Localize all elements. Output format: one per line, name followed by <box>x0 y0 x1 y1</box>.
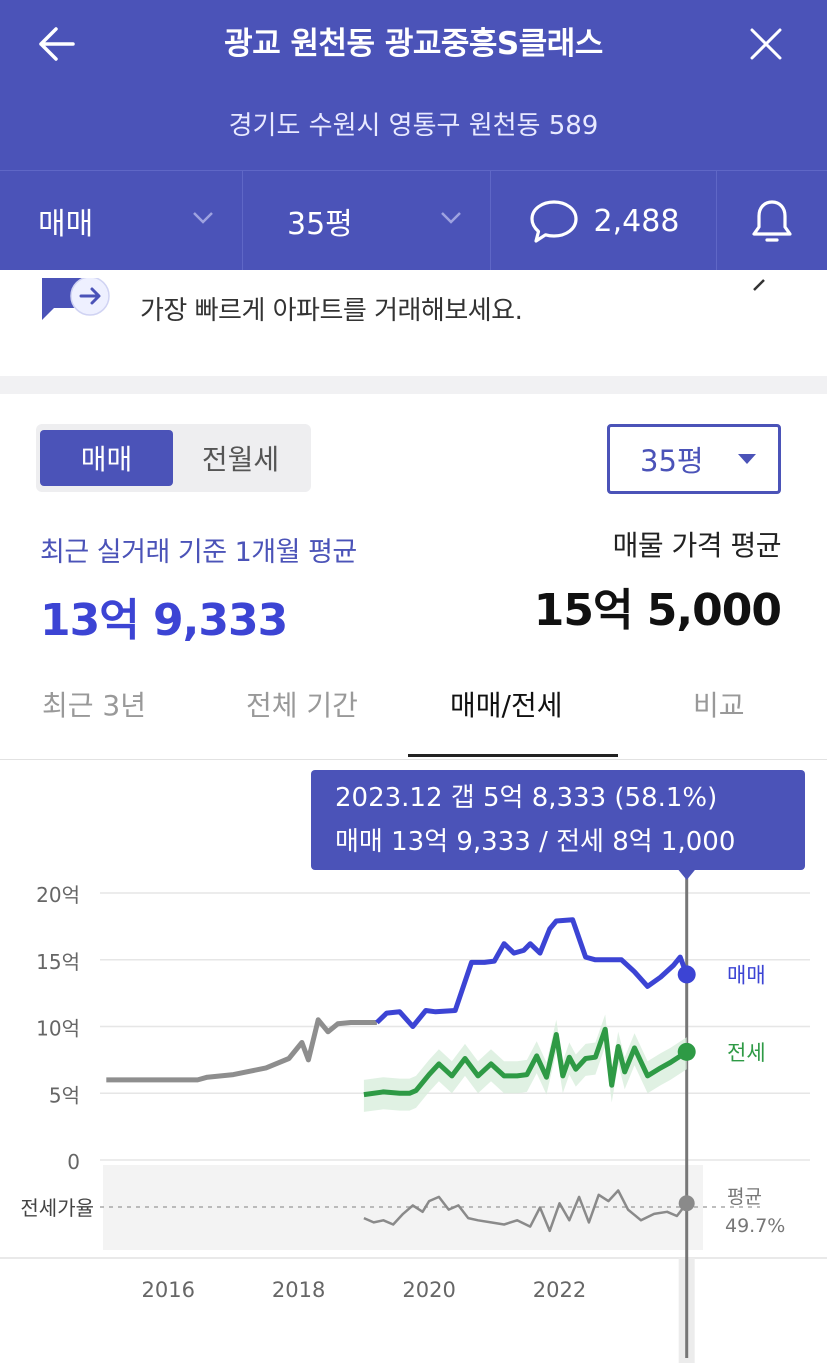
area-select[interactable]: 35평 <box>607 424 781 494</box>
x-tick-label: 2016 <box>141 1278 194 1302</box>
comment-count: 2,488 <box>593 203 680 239</box>
tab-all-period[interactable]: 전체 기간 <box>246 689 358 722</box>
tooltip-gap-line: 2023.12 갭 5억 8,333 (58.1%) <box>335 783 718 813</box>
promo-text: 가장 빠르게 아파트를 거래해보세요. <box>140 296 523 326</box>
address: 경기도 수원시 영통구 원천동 589 <box>228 111 599 141</box>
jeonse-ratio-line <box>363 1189 688 1233</box>
recent-average-label: 최근 실거래 기준 1개월 평균 <box>40 537 357 568</box>
ratio-average-label: 평균 <box>727 1186 762 1208</box>
trade-type-value: 매매 <box>38 207 94 242</box>
recent-average-value: 13억 9,333 <box>40 595 288 646</box>
section-divider <box>0 376 827 394</box>
area-dropdown[interactable]: 35평 <box>243 171 491 271</box>
listing-average-value: 15억 5,000 <box>533 585 782 636</box>
app-header: 광교 원천동 광교중흥S클래스 경기도 수원시 영통구 원천동 589 매매 3… <box>0 0 827 271</box>
sale-series-label: 매매 <box>727 963 766 987</box>
tab-compare[interactable]: 비교 <box>693 689 745 722</box>
filter-bar: 매매 35평 2,488 <box>0 170 827 271</box>
jeonse-series-label: 전세 <box>727 1041 766 1065</box>
y-tick-label: 5억 <box>49 1083 80 1107</box>
tab-recent-3y[interactable]: 최근 3년 <box>42 689 146 722</box>
area-value: 35평 <box>287 207 353 242</box>
y-tick-label: 20억 <box>36 883 80 907</box>
toggle-sale[interactable]: 매매 <box>40 430 173 486</box>
sale-history-line <box>106 1017 377 1083</box>
chevron-down-icon <box>193 212 213 224</box>
tooltip-price-line: 매매 13억 9,333 / 전세 8억 1,000 <box>335 827 736 857</box>
sale-point-marker <box>677 965 696 984</box>
close-icon <box>750 28 782 60</box>
chevron-right-icon[interactable] <box>750 272 768 296</box>
arrow-left-icon <box>39 27 75 61</box>
trade-type-dropdown[interactable]: 매매 <box>0 171 243 271</box>
toggle-rent[interactable]: 전월세 <box>201 443 280 476</box>
listing-average-label: 매물 가격 평균 <box>612 529 782 562</box>
ratio-point-marker <box>678 1195 695 1212</box>
tooltip-pointer <box>677 869 696 880</box>
x-tick-label: 2022 <box>533 1278 586 1302</box>
active-tab-indicator <box>408 754 618 757</box>
message-arrow-icon <box>42 278 110 320</box>
y-tick-label: 10억 <box>36 1017 80 1041</box>
jeonse-price-line <box>363 1026 689 1098</box>
chart-tooltip: 2023.12 갭 5억 8,333 (58.1%) 매매 13억 9,333 … <box>311 770 805 870</box>
back-button[interactable] <box>30 20 82 68</box>
page-title: 광교 원천동 광교중흥S클래스 <box>224 26 603 62</box>
close-button[interactable] <box>740 18 792 70</box>
comments-button[interactable]: 2,488 <box>491 171 717 271</box>
period-tabs: 최근 3년 전체 기간 매매/전세 비교 <box>0 660 827 760</box>
speech-bubble-icon <box>529 200 578 243</box>
sale-price-line <box>375 917 690 1029</box>
caret-down-icon <box>738 454 756 464</box>
area-select-value: 35평 <box>640 444 704 478</box>
trade-promo-banner[interactable] <box>0 270 827 376</box>
y-tick-label: 15억 <box>36 950 80 974</box>
ratio-axis-label: 전세가율 <box>20 1196 94 1220</box>
x-tick-label: 2020 <box>402 1278 455 1302</box>
notification-button[interactable] <box>717 171 827 271</box>
x-tick-label: 2018 <box>272 1278 325 1302</box>
jeonse-range-band <box>363 1014 687 1112</box>
chevron-down-icon <box>441 212 461 224</box>
ratio-average-value: 49.7% <box>725 1215 785 1237</box>
bell-icon <box>752 200 792 242</box>
y-tick-label: 0 <box>67 1150 80 1174</box>
tab-sale-jeonse[interactable]: 매매/전세 <box>450 689 563 722</box>
jeonse-point-marker <box>677 1042 696 1061</box>
